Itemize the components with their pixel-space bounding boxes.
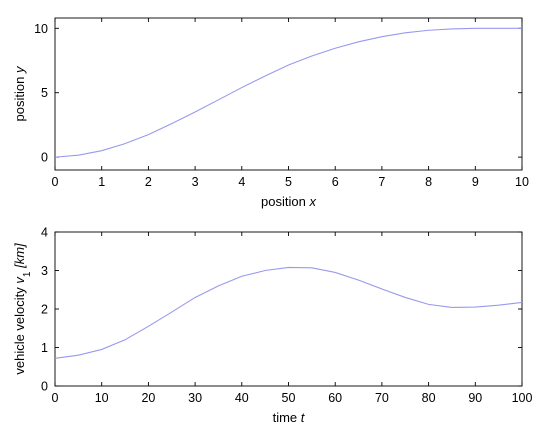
top-x-tick-label: 9 bbox=[472, 175, 479, 189]
top-x-tick-label: 4 bbox=[238, 175, 245, 189]
top-y-tick-label: 10 bbox=[34, 22, 48, 36]
top-x-tick-label: 10 bbox=[515, 175, 529, 189]
top-x-tick-label: 1 bbox=[98, 175, 105, 189]
top-x-tick-label: 6 bbox=[332, 175, 339, 189]
bottom-series-line bbox=[54, 266, 523, 359]
top-x-axis-label: position x bbox=[261, 194, 316, 209]
top-x-tick-label: 7 bbox=[378, 175, 385, 189]
bottom-y-tick-label: 2 bbox=[41, 303, 48, 317]
bottom-y-tick-label: 4 bbox=[41, 226, 48, 240]
bottom-x-tick-label: 20 bbox=[141, 391, 155, 405]
top-x-tick-label: 2 bbox=[145, 175, 152, 189]
bottom-y-tick-label: 0 bbox=[41, 380, 48, 394]
top-plot-panel: 0 1 2 3 4 5 6 7 8 9 10 0 5 10 position x position y bbox=[12, 17, 529, 209]
top-y-axis-label: position y bbox=[12, 65, 27, 121]
top-axes-box bbox=[54, 17, 523, 171]
bottom-x-tick-label: 80 bbox=[422, 391, 436, 405]
bottom-x-tick-label: 60 bbox=[328, 391, 342, 405]
bottom-y-tick-label: 3 bbox=[41, 264, 48, 278]
bottom-x-tick-label: 50 bbox=[282, 391, 296, 405]
top-y-tick-label: 0 bbox=[41, 151, 48, 165]
top-x-tick-label: 8 bbox=[425, 175, 432, 189]
bottom-x-tick-label: 10 bbox=[95, 391, 109, 405]
bottom-x-tick-label: 0 bbox=[52, 391, 59, 405]
top-x-tick-label: 0 bbox=[52, 175, 59, 189]
bottom-x-tick-label: 70 bbox=[375, 391, 389, 405]
bottom-axes-box bbox=[54, 231, 523, 387]
top-series-line bbox=[54, 27, 522, 158]
bottom-y-axis-label: vehicle velocity v1 [km] bbox=[12, 243, 33, 375]
bottom-x-tick-label: 100 bbox=[512, 391, 533, 405]
bottom-x-tick-label: 90 bbox=[468, 391, 482, 405]
bottom-x-axis-label: time t bbox=[273, 410, 306, 425]
top-x-tick-label: 3 bbox=[192, 175, 199, 189]
bottom-plot-panel: 0 10 20 30 40 50 60 70 80 90 100 0 1 2 3 4 time t vehicle… bbox=[12, 226, 532, 426]
top-x-tick-label: 5 bbox=[285, 175, 292, 189]
bottom-x-tick-label: 40 bbox=[235, 391, 249, 405]
top-y-tick-label: 5 bbox=[41, 86, 48, 100]
bottom-x-tick-label: 30 bbox=[188, 391, 202, 405]
bottom-y-tick-label: 1 bbox=[41, 341, 48, 355]
